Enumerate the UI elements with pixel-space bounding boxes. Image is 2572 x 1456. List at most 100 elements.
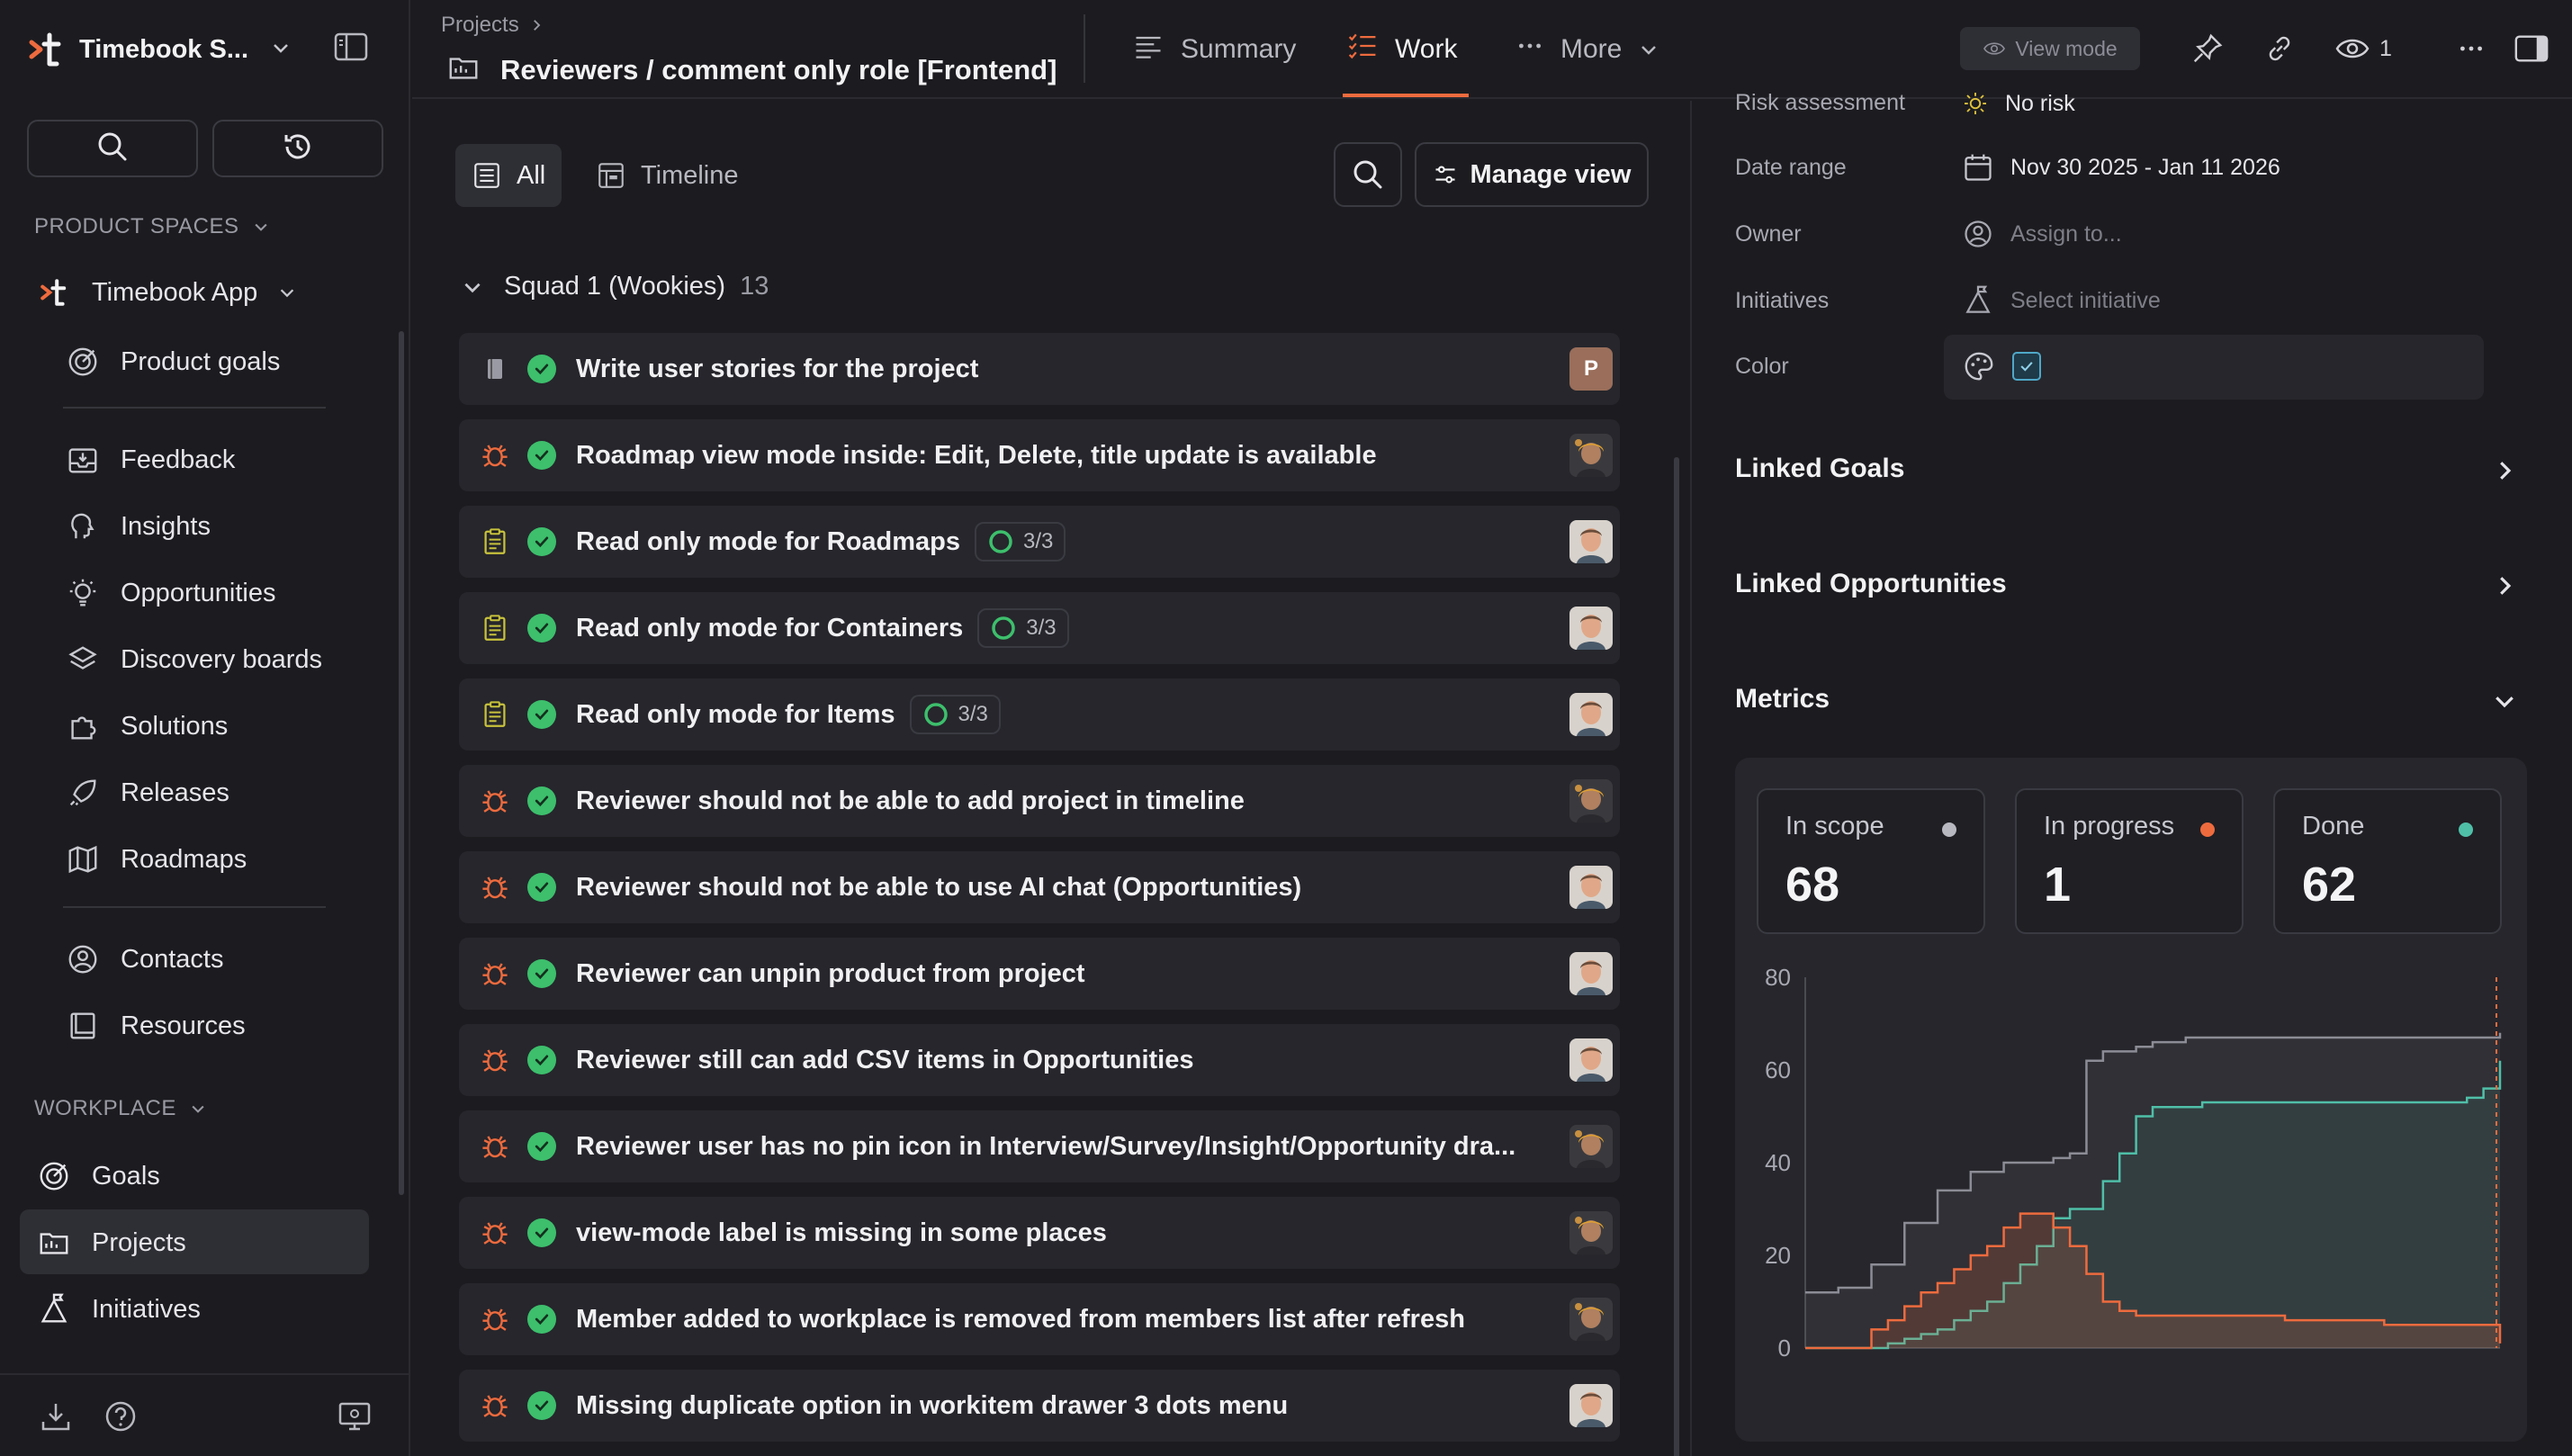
- done-status-icon[interactable]: [527, 1132, 556, 1161]
- table-row[interactable]: Reviewer should not be able to add proje…: [459, 765, 1620, 837]
- folder-icon: [34, 1223, 74, 1263]
- sidebar-item-goals[interactable]: Goals: [34, 1149, 160, 1203]
- sidebar-toggle-icon[interactable]: [331, 27, 371, 71]
- watchers-button[interactable]: 1: [2334, 27, 2392, 70]
- done-status-icon[interactable]: [527, 1391, 556, 1420]
- done-status-icon[interactable]: [527, 1218, 556, 1247]
- settings-monitor-icon[interactable]: [335, 1397, 374, 1436]
- done-status-icon[interactable]: [527, 441, 556, 470]
- product-spaces-label[interactable]: PRODUCT SPACES: [34, 214, 270, 239]
- done-status-icon[interactable]: [527, 786, 556, 815]
- avatar[interactable]: [1569, 520, 1613, 563]
- avatar[interactable]: [1569, 1211, 1613, 1254]
- sidebar-item-feedback[interactable]: Feedback: [63, 433, 235, 487]
- view-tab-all[interactable]: All: [455, 144, 562, 207]
- avatar[interactable]: [1569, 952, 1613, 995]
- avatar[interactable]: [1569, 1125, 1613, 1168]
- series-area-2: [1805, 1213, 2500, 1348]
- linked-goals-section[interactable]: Linked Goals: [1735, 454, 1905, 483]
- sidebar-item-resources[interactable]: Resources: [63, 999, 246, 1053]
- sidebar-item-solutions[interactable]: Solutions: [63, 699, 228, 753]
- sidebar-item-contacts[interactable]: Contacts: [63, 932, 223, 986]
- y-tick-label: 20: [1765, 1242, 1791, 1269]
- sidebar-item-roadmaps[interactable]: Roadmaps: [63, 832, 247, 886]
- target-icon: [34, 1156, 74, 1196]
- table-row[interactable]: Roadmap view mode inside: Edit, Delete, …: [459, 419, 1620, 491]
- sidebar-scrollbar[interactable]: [399, 331, 404, 1195]
- done-status-icon[interactable]: [527, 700, 556, 729]
- sidebar-item-initiatives[interactable]: Initiatives: [34, 1282, 201, 1336]
- sidebar-item-releases[interactable]: Releases: [63, 766, 229, 820]
- sidebar-item-opportunities[interactable]: Opportunities: [63, 566, 276, 620]
- search-button[interactable]: [27, 120, 198, 177]
- sidebar-item-projects[interactable]: Projects: [34, 1216, 186, 1270]
- table-row[interactable]: Member added to workplace is removed fro…: [459, 1283, 1620, 1355]
- done-status-icon[interactable]: [527, 527, 556, 556]
- avatar[interactable]: [1569, 607, 1613, 650]
- copy-link-button[interactable]: [2262, 27, 2297, 70]
- done-status-icon[interactable]: [527, 355, 556, 383]
- table-row[interactable]: Read only mode for Roadmaps 3/3: [459, 506, 1620, 578]
- color-value[interactable]: [1962, 349, 2041, 383]
- workspace-switcher[interactable]: Timebook S...: [27, 27, 387, 72]
- product-space-timebook-app[interactable]: Timebook App: [34, 265, 297, 319]
- avatar[interactable]: [1569, 1384, 1613, 1427]
- chevron-down-icon[interactable]: [2491, 688, 2518, 715]
- avatar[interactable]: [1569, 434, 1613, 477]
- table-row[interactable]: Reviewer user has no pin icon in Intervi…: [459, 1110, 1620, 1182]
- more-options-button[interactable]: [2457, 27, 2486, 70]
- avatar[interactable]: [1569, 779, 1613, 822]
- table-row[interactable]: Write user stories for the project P: [459, 333, 1620, 405]
- history-button[interactable]: [212, 120, 383, 177]
- download-icon[interactable]: [36, 1397, 76, 1436]
- sidebar-item-product-goals[interactable]: Product goals: [63, 335, 280, 389]
- group-header[interactable]: Squad 1 (Wookies) 13: [461, 272, 769, 301]
- avatar[interactable]: [1569, 866, 1613, 909]
- table-row[interactable]: view-mode label is missing in some place…: [459, 1197, 1620, 1269]
- subtask-progress[interactable]: 3/3: [975, 522, 1066, 562]
- tab-more[interactable]: More: [1515, 23, 1659, 76]
- table-row[interactable]: Reviewer can unpin product from project: [459, 938, 1620, 1010]
- risk-value[interactable]: No risk: [1962, 90, 2075, 117]
- sidebar-item-insights[interactable]: Insights: [63, 499, 211, 553]
- avatar[interactable]: [1569, 693, 1613, 736]
- list-search-button[interactable]: [1334, 142, 1402, 207]
- done-status-icon[interactable]: [527, 1305, 556, 1334]
- sidebar-item-discovery-boards[interactable]: Discovery boards: [63, 633, 322, 687]
- prop-label-risk: Risk assessment: [1735, 90, 1905, 115]
- done-status-icon[interactable]: [527, 959, 556, 988]
- subtask-progress[interactable]: 3/3: [977, 608, 1069, 648]
- list-scrollbar[interactable]: [1674, 457, 1679, 1456]
- help-icon[interactable]: [101, 1397, 140, 1436]
- table-row[interactable]: Read only mode for Containers 3/3: [459, 592, 1620, 664]
- summary-icon: [1132, 30, 1165, 69]
- breadcrumb[interactable]: Projects: [441, 13, 544, 38]
- chevron-right-icon[interactable]: [2491, 572, 2518, 599]
- tab-summary[interactable]: Summary: [1132, 23, 1296, 76]
- done-status-icon[interactable]: [527, 873, 556, 902]
- subtask-progress[interactable]: 3/3: [909, 695, 1001, 734]
- view-tab-timeline[interactable]: Timeline: [580, 144, 755, 207]
- avatar[interactable]: P: [1569, 347, 1613, 391]
- initiatives-value[interactable]: Select initiative: [1962, 284, 2161, 317]
- metrics-section[interactable]: Metrics: [1735, 684, 1830, 714]
- avatar[interactable]: [1569, 1298, 1613, 1341]
- done-status-icon[interactable]: [527, 614, 556, 643]
- pin-button[interactable]: [2190, 27, 2225, 70]
- color-swatch-icon[interactable]: [2012, 352, 2041, 381]
- chevron-right-icon[interactable]: [2491, 457, 2518, 484]
- done-status-icon[interactable]: [527, 1046, 556, 1074]
- watchers-count: 1: [2379, 35, 2392, 61]
- avatar[interactable]: [1569, 1038, 1613, 1082]
- workplace-label[interactable]: WORKPLACE: [34, 1096, 207, 1121]
- panel-toggle-button[interactable]: [2513, 27, 2550, 70]
- table-row[interactable]: Read only mode for Items 3/3: [459, 679, 1620, 750]
- owner-value[interactable]: Assign to...: [1962, 218, 2122, 250]
- manage-view-button[interactable]: Manage view: [1415, 142, 1649, 207]
- linked-opportunities-section[interactable]: Linked Opportunities: [1735, 569, 2007, 598]
- table-row[interactable]: Reviewer should not be able to use AI ch…: [459, 851, 1620, 923]
- table-row[interactable]: Reviewer still can add CSV items in Oppo…: [459, 1024, 1620, 1096]
- date-range-value[interactable]: Nov 30 2025 - Jan 11 2026: [1962, 151, 2280, 184]
- tab-work[interactable]: Work: [1346, 23, 1457, 76]
- table-row[interactable]: Missing duplicate option in workitem dra…: [459, 1370, 1620, 1442]
